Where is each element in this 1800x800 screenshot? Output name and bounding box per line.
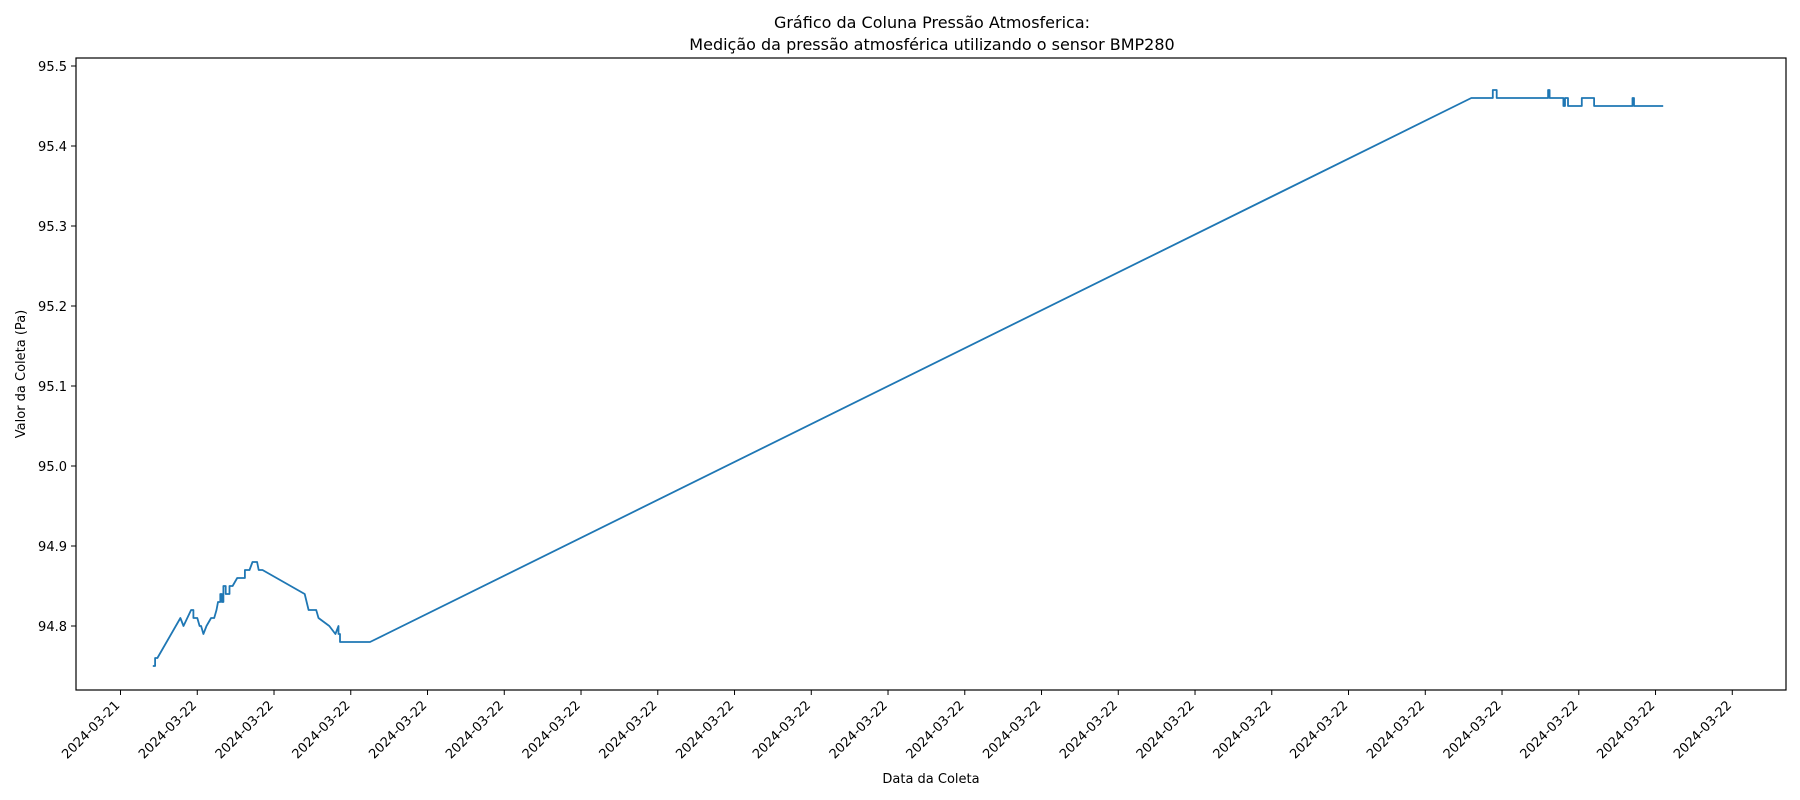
y-tick-label: 94.9	[38, 540, 67, 555]
y-axis-label: Valor da Coleta (Pa)	[14, 310, 29, 438]
x-tick-label: 2024-03-22	[443, 698, 507, 762]
x-tick-label: 2024-03-22	[827, 698, 891, 762]
y-tick-label: 95.5	[38, 60, 67, 75]
x-tick-label: 2024-03-22	[904, 698, 968, 762]
x-axis-ticks: 2024-03-21 2024-03-22 2024-03-22 2024-03-22…	[59, 690, 1735, 762]
x-tick-label: 2024-03-22	[1057, 698, 1121, 762]
y-axis-ticks: 94.8 94.9 95.0 95.1 95.2 95.3 95.4 95.5	[38, 60, 76, 635]
x-tick-label: 2024-03-22	[1671, 698, 1735, 762]
plot-area-frame	[75, 57, 1787, 691]
x-tick-label: 2024-03-22	[520, 698, 584, 762]
chart-title: Gráfico da Coluna Pressão Atmosferica:	[774, 13, 1090, 32]
x-tick-label: 2024-03-22	[1287, 698, 1351, 762]
x-tick-label: 2024-03-22	[750, 698, 814, 762]
x-tick-label: 2024-03-22	[1134, 698, 1198, 762]
x-tick-label: 2024-03-22	[1441, 698, 1505, 762]
y-tick-label: 95.4	[38, 140, 67, 155]
x-tick-label: 2024-03-22	[1594, 698, 1658, 762]
y-tick-label: 95.2	[38, 300, 67, 315]
x-tick-label: 2024-03-22	[673, 698, 737, 762]
x-tick-label: 2024-03-22	[1364, 698, 1428, 762]
x-tick-label: 2024-03-22	[136, 698, 200, 762]
y-tick-label: 95.0	[38, 460, 67, 475]
x-tick-label: 2024-03-22	[290, 698, 354, 762]
x-tick-label: 2024-03-22	[213, 698, 277, 762]
x-tick-label: 2024-03-22	[1518, 698, 1582, 762]
x-tick-label: 2024-03-22	[366, 698, 430, 762]
series-line-pressure	[152, 89, 1664, 667]
x-tick-label: 2024-03-22	[597, 698, 661, 762]
x-axis-label: Data da Coleta	[882, 772, 979, 787]
y-tick-label: 94.8	[38, 620, 67, 635]
x-tick-label: 2024-03-22	[980, 698, 1044, 762]
x-tick-label: 2024-03-21	[59, 698, 123, 762]
chart-subtitle: Medição da pressão atmosférica utilizand…	[689, 35, 1174, 54]
y-tick-label: 95.3	[38, 220, 67, 235]
y-tick-label: 95.1	[38, 380, 67, 395]
x-tick-label: 2024-03-22	[1211, 698, 1275, 762]
